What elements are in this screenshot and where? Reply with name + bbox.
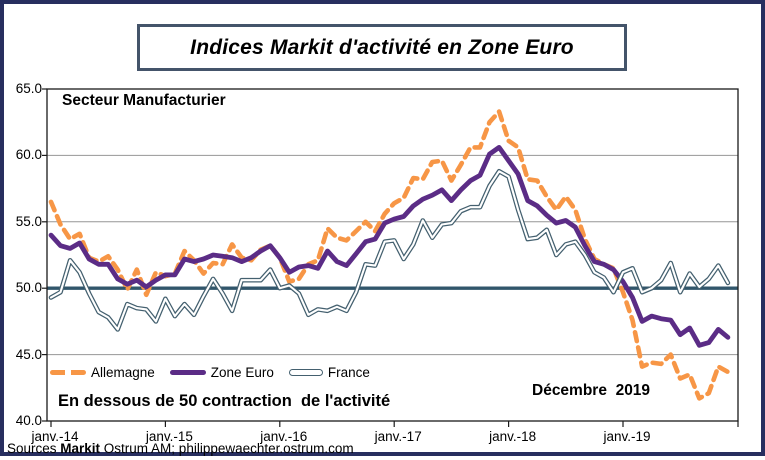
france-outlined-line-swatch [288,369,323,376]
series-line-zone-euro [48,144,731,348]
source-rest: Ostrum AM; philippewaechter.ostrum.com [100,441,354,456]
sector-label: Secteur Manufacturier [62,92,226,109]
december-2019-label: Décembre 2019 [532,382,651,399]
chart-svg [42,88,739,427]
zone-euro-solid-line-swatch [169,370,206,375]
series-line-allemagne [48,109,731,401]
legend: Allemagne Zone Euro France [50,365,370,380]
legend-label-allemagne: Allemagne [91,365,155,380]
source-prefix: Sources [7,441,61,456]
chart-title-box: Indices Markit d'activité en Zone Euro [137,24,627,71]
series-line-france-inner [49,170,729,331]
chart-title: Indices Markit d'activité en Zone Euro [190,35,574,59]
allemagne-dashed-line-swatch [50,370,86,375]
legend-label-zone-euro: Zone Euro [210,365,274,380]
source-footer: Sources Markit Ostrum AM; philippewaecht… [7,441,354,456]
below-50-note: En dessous de 50 contraction de l'activi… [58,392,391,410]
legend-item-zone-euro: Zone Euro [169,365,274,380]
plot-border [46,88,739,422]
source-markit: Markit [60,441,101,456]
legend-item-allemagne: Allemagne [50,365,155,380]
legend-item-france: France [288,365,370,380]
legend-label-france: France [327,365,370,380]
